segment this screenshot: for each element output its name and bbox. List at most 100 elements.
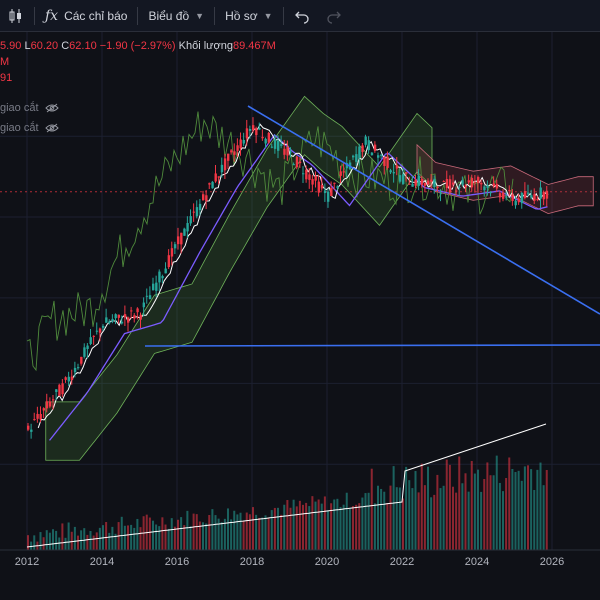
candle-body: [414, 179, 417, 186]
volume-bar: [339, 507, 342, 550]
volume-bar: [530, 469, 533, 550]
volume-bar: [295, 506, 298, 550]
legend-line-3: 91: [0, 70, 276, 86]
candle-body: [77, 367, 80, 369]
volume-bar: [130, 524, 133, 550]
volume-bar: [430, 497, 433, 550]
candle-body: [327, 191, 330, 202]
volume-bar: [370, 468, 373, 550]
volume-bar: [123, 525, 126, 550]
redo-icon: [326, 11, 341, 24]
candle-body: [64, 377, 67, 380]
indicators-button[interactable]: ƒx Các chỉ báo: [37, 0, 135, 32]
undo-icon: [294, 11, 309, 24]
volume-bar: [355, 504, 358, 550]
candlesticks: [27, 117, 549, 439]
candle-body: [92, 335, 96, 337]
legend-line-3-value: 91: [0, 72, 13, 84]
candle-body: [286, 146, 289, 156]
volume-bar: [258, 517, 261, 550]
candle-body: [211, 181, 214, 189]
candle-body: [105, 317, 108, 323]
candle-body: [248, 129, 252, 131]
volume-bar: [89, 531, 92, 550]
volume-bar: [42, 537, 45, 550]
candle-body: [205, 195, 208, 202]
volume-bar: [298, 500, 301, 550]
volume-bar: [30, 541, 33, 550]
volume-bar: [464, 473, 467, 550]
indicator-row-1[interactable]: giao cắt: [0, 100, 276, 116]
candle-body: [223, 158, 227, 171]
candle-body: [208, 183, 211, 185]
volume-bar: [502, 491, 504, 550]
candle-body: [120, 321, 124, 324]
volume-bar: [167, 528, 170, 550]
candle-body: [364, 136, 367, 145]
candle-body: [289, 151, 292, 153]
volume-value: 89.467M: [233, 40, 276, 52]
candle-body: [408, 183, 411, 185]
kijun-line: [48, 133, 548, 441]
indicator-lines: [26, 111, 549, 548]
candle-body: [55, 389, 58, 392]
volume-bar: [270, 510, 273, 550]
candle-body: [527, 192, 530, 194]
support-trendline: [144, 344, 600, 347]
candle-body: [433, 178, 436, 188]
x-tick-label: 2026: [540, 556, 564, 568]
candle-body: [36, 413, 39, 419]
eye-slash-icon[interactable]: [44, 123, 59, 133]
volume-bar: [483, 479, 486, 550]
eye-slash-icon[interactable]: [44, 103, 59, 113]
volume-bar: [539, 462, 542, 550]
candle-body: [255, 128, 258, 136]
candle-body: [361, 145, 364, 152]
volume-bar: [164, 524, 167, 550]
volume-bar: [280, 514, 283, 550]
toolbar-divider: [34, 6, 35, 25]
volume-bar: [523, 466, 526, 550]
candle-body: [333, 182, 336, 184]
volume-bar: [527, 465, 529, 550]
trendlines: [144, 105, 600, 347]
candle-body: [442, 181, 446, 183]
toolbar-divider: [137, 6, 139, 25]
profile-menu-button[interactable]: Hồ sơ ▼: [217, 0, 280, 32]
candle-body: [277, 140, 280, 151]
volume-bar: [489, 475, 492, 550]
candle-body: [52, 399, 55, 401]
volume-bar: [439, 488, 442, 550]
candle-body: [239, 139, 242, 149]
close-value: 62.10: [69, 40, 97, 52]
indicator-row-2[interactable]: giao cắt: [0, 120, 276, 136]
volume-bar: [398, 487, 401, 550]
candle-body: [217, 176, 221, 178]
candle-body: [123, 314, 127, 318]
volume-bar: [420, 463, 423, 550]
candle-body: [511, 194, 514, 202]
volume-bar: [514, 472, 517, 550]
volume-bar: [161, 517, 164, 550]
volume-bar: [255, 514, 258, 550]
candle-body: [508, 189, 511, 191]
close-label: C: [61, 40, 70, 52]
redo-button[interactable]: [318, 0, 350, 32]
candle-body: [102, 325, 105, 328]
candle-body: [73, 367, 77, 373]
candle-body: [270, 146, 274, 148]
candle-body: [539, 187, 542, 199]
undo-button[interactable]: [286, 0, 318, 32]
candle-body: [280, 144, 283, 146]
volume-bar: [98, 527, 101, 550]
volume-bar: [236, 514, 239, 550]
candle-style-button[interactable]: [0, 0, 32, 32]
candle-body: [423, 183, 427, 186]
time-axis: 2012 2014 2016 2018 2020 2022 2024 2026: [0, 549, 600, 600]
candle-body: [352, 155, 355, 158]
candle-body: [402, 174, 405, 184]
chart-menu-button[interactable]: Biểu đồ ▼: [140, 0, 212, 32]
candle-body: [214, 173, 217, 182]
volume-bar: [239, 512, 242, 550]
